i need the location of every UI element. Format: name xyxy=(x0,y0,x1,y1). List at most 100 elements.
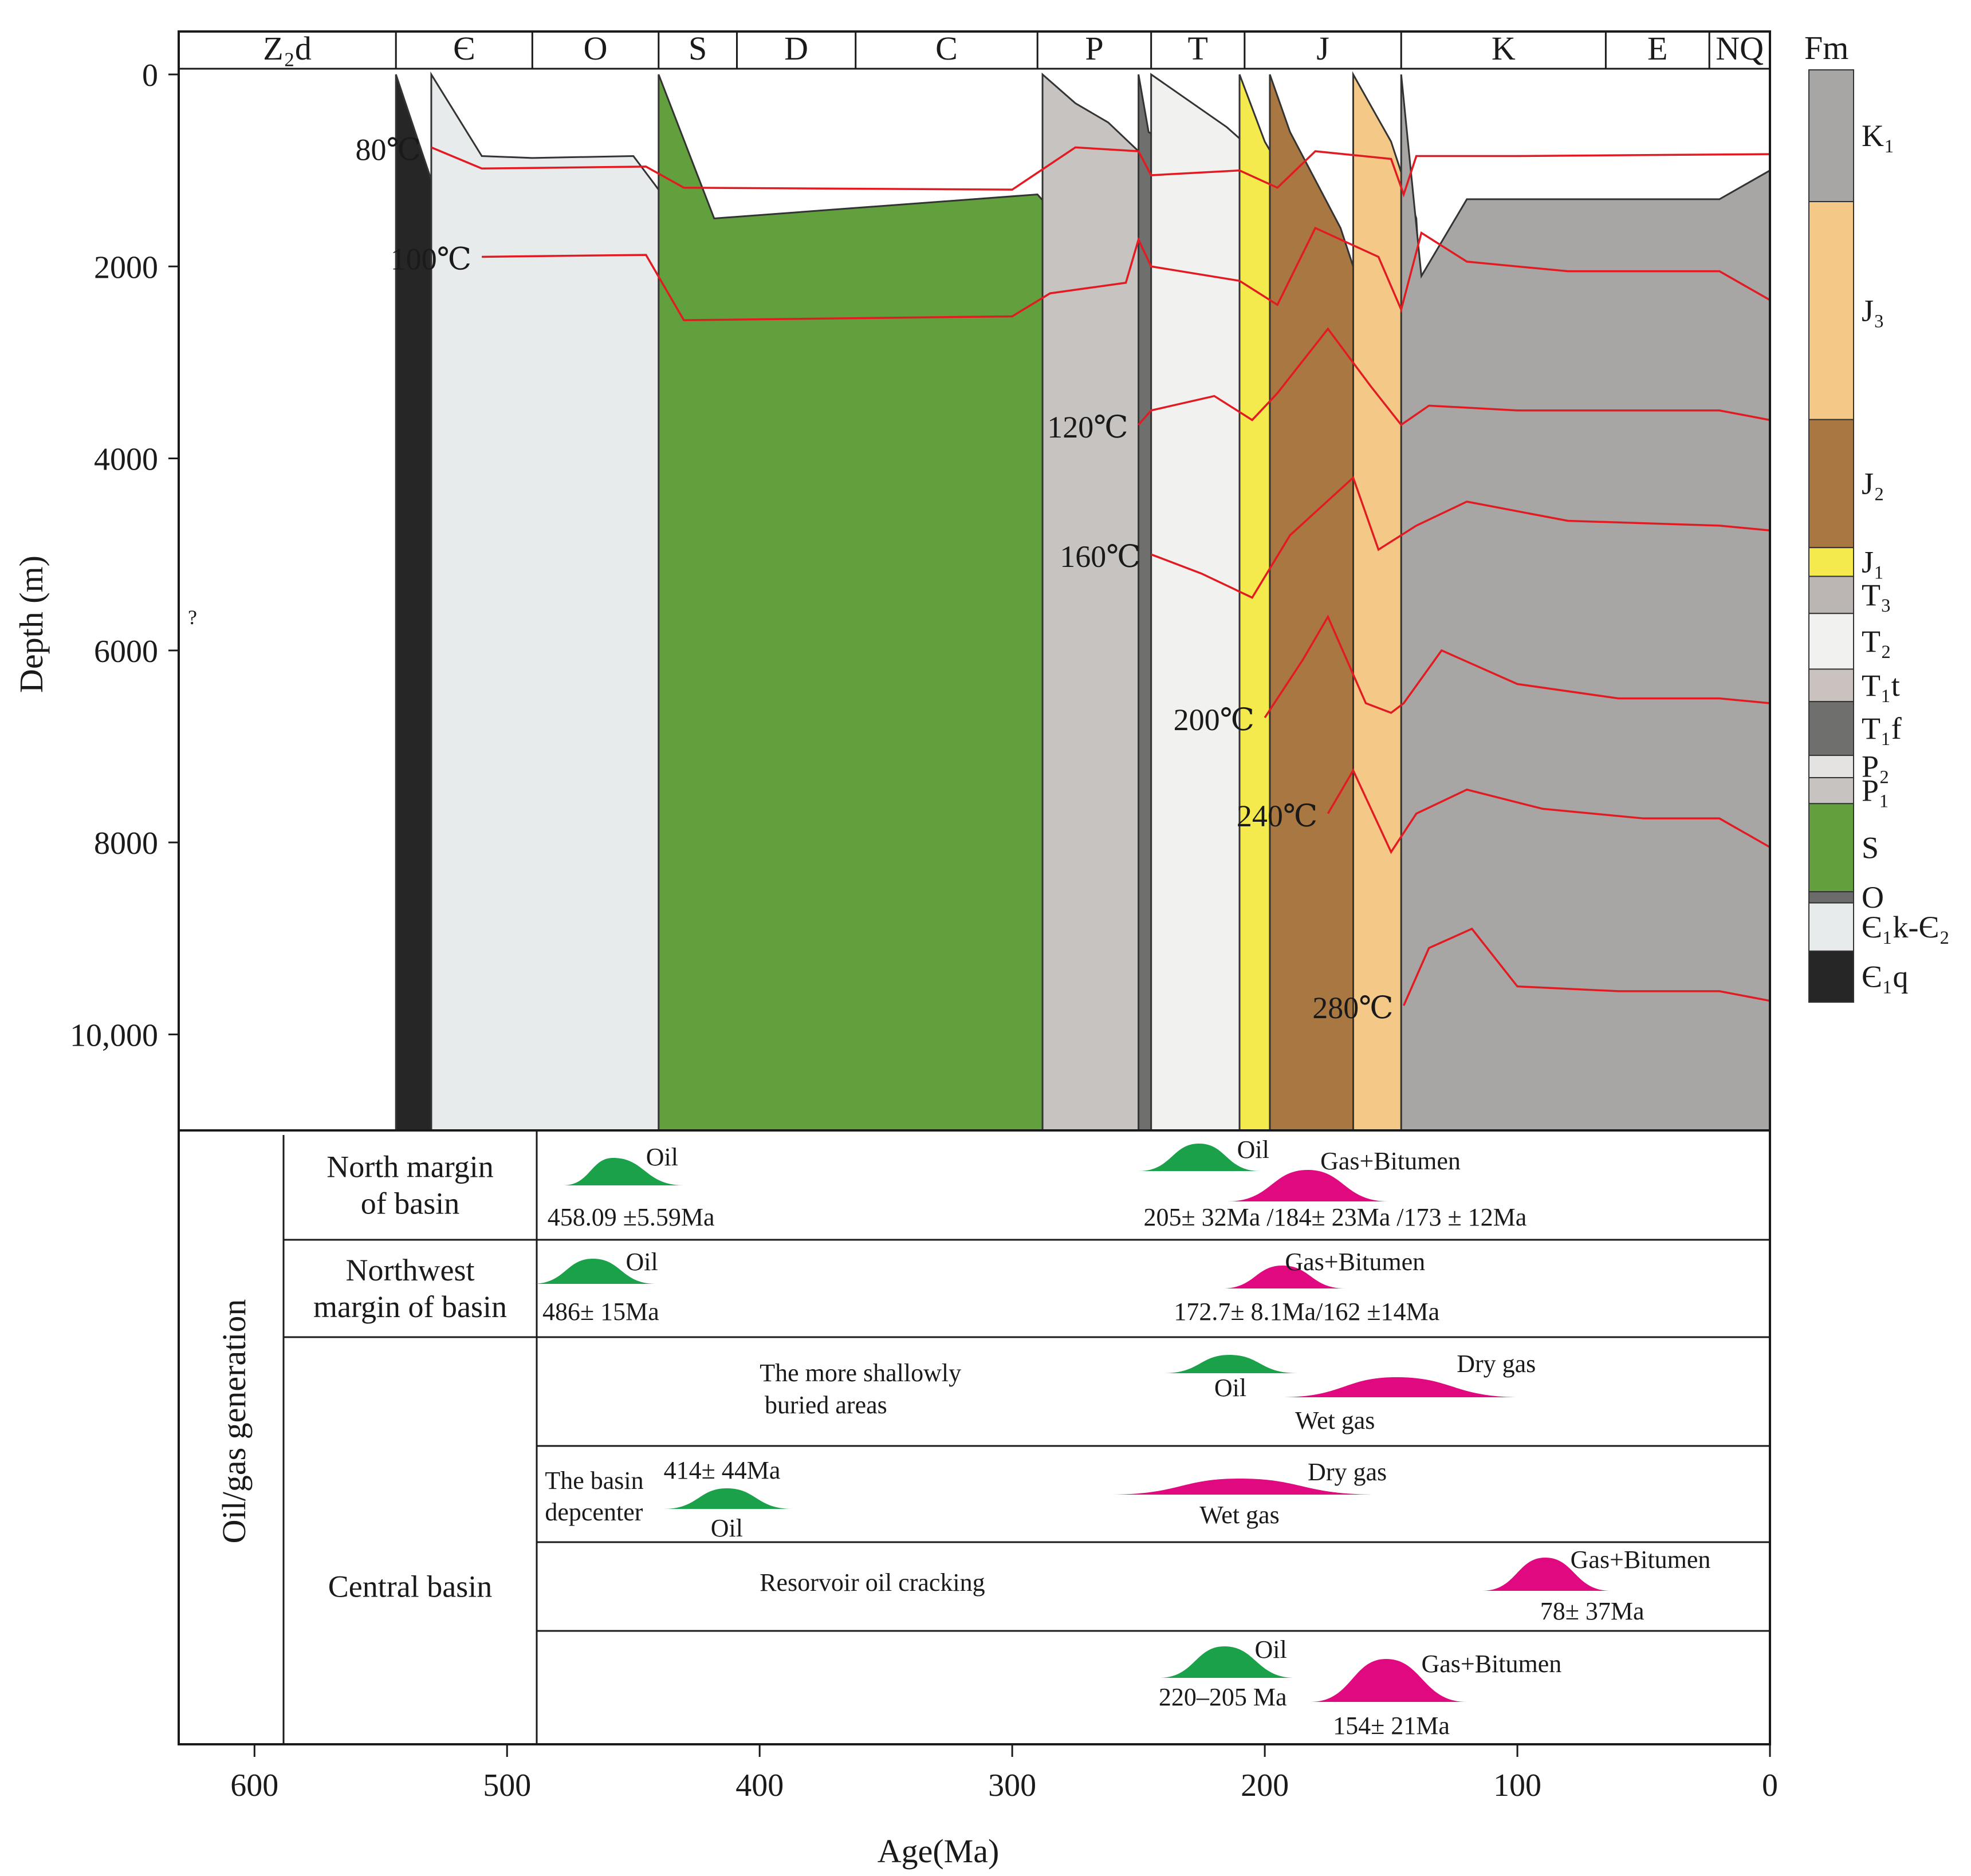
legend-swatch-j xyxy=(1808,419,1854,549)
legend-swatch-q xyxy=(1808,950,1854,1003)
y-axis-title: Depth (m) xyxy=(13,555,50,693)
region-note: Resorvoir oil cracking xyxy=(760,1568,985,1597)
age-label: 205± 32Ma /184± 23Ma /173 ± 12Ma xyxy=(1143,1203,1527,1231)
legend-swatch-j xyxy=(1808,201,1854,420)
isotherm-120 xyxy=(1138,327,1771,427)
fluid-label: Gas+Bitumen xyxy=(1421,1650,1561,1678)
oil-window xyxy=(663,1488,793,1509)
age-label: 220–205 Ma xyxy=(1159,1683,1287,1711)
legend-swatch-j xyxy=(1808,547,1854,577)
y-tick-label: 2000 xyxy=(94,250,158,285)
legend-label: S xyxy=(1862,830,1879,865)
gas-bitumen-window xyxy=(1482,1558,1611,1591)
legend-swatch-k xyxy=(1808,902,1854,952)
age-label: 154± 21Ma xyxy=(1333,1712,1450,1740)
oil-window xyxy=(1158,1646,1296,1678)
y-tick-label: 10,000 xyxy=(70,1018,158,1053)
gas-bitumen-window xyxy=(1310,1659,1467,1702)
region-note: buried areas xyxy=(765,1391,887,1419)
period-header: Z₂d Є O S D C P T J K E NQ xyxy=(263,30,1764,69)
period-label: S xyxy=(689,30,707,67)
x-tick-label: 100 xyxy=(1493,1768,1541,1803)
period-label: J xyxy=(1316,30,1329,67)
fluid-label: Oil xyxy=(1237,1136,1269,1164)
region-label: of basin xyxy=(361,1187,459,1221)
age-label: 172.7± 8.1Ma/162 ±14Ma xyxy=(1174,1298,1439,1326)
x-tick-label: 400 xyxy=(735,1768,784,1803)
isotherm-label: 80℃ xyxy=(356,132,421,167)
fluid-label: Gas+Bitumen xyxy=(1571,1546,1711,1574)
legend-title: Fm xyxy=(1804,29,1848,66)
legend-label: T₁t xyxy=(1862,668,1900,703)
legend-swatch-t xyxy=(1808,576,1854,614)
y-tick-label: 6000 xyxy=(94,634,158,669)
strata-layers xyxy=(395,71,1771,1132)
fluid-label: Oil xyxy=(711,1514,743,1542)
age-label: 458.09 ±5.59Ma xyxy=(548,1203,715,1231)
isotherm-240 xyxy=(1327,768,1771,854)
fluid-label: Oil xyxy=(1254,1635,1287,1664)
age-label: 78± 37Ma xyxy=(1540,1597,1645,1625)
legend-label: Є₁q xyxy=(1862,959,1908,994)
legend-label: T₂ xyxy=(1862,624,1891,659)
region-label: Northwest xyxy=(346,1253,475,1287)
isotherm-label: 160℃ xyxy=(1060,539,1140,574)
period-label: C xyxy=(935,30,958,67)
isotherm-280 xyxy=(1403,927,1771,1006)
x-tick-label: 300 xyxy=(988,1768,1036,1803)
age-label: 414± 44Ma xyxy=(664,1456,781,1484)
axes: Depth (m) Age(Ma) ? 0200040006000800010,… xyxy=(13,58,1778,1870)
period-label: O xyxy=(584,30,608,67)
oil-window xyxy=(532,1259,656,1284)
fluid-label: Dry gas xyxy=(1457,1350,1536,1378)
isotherm-80 xyxy=(431,146,1771,198)
legend-label: J₃ xyxy=(1862,293,1885,328)
legend-label: J₂ xyxy=(1862,466,1885,500)
isotherm-100 xyxy=(482,226,1771,321)
legend-swatch-p xyxy=(1808,755,1854,778)
legend-swatch-o xyxy=(1808,891,1854,904)
legend-label: O xyxy=(1862,880,1884,915)
x-axis-title: Age(Ma) xyxy=(878,1832,1000,1870)
legend-swatch-t-t xyxy=(1808,668,1854,703)
age-label: 486± 15Ma xyxy=(542,1298,659,1326)
period-label: P xyxy=(1085,30,1103,67)
plot-border xyxy=(178,30,1771,1745)
period-label: Є xyxy=(453,30,475,67)
period-label: NQ xyxy=(1716,30,1764,67)
fluid-label: Dry gas xyxy=(1308,1458,1387,1486)
legend-label: Є₁k-Є₂ xyxy=(1862,910,1950,944)
period-label: T xyxy=(1188,30,1208,67)
x-tick-label: 600 xyxy=(230,1768,278,1803)
fluid-label: Oil xyxy=(625,1248,658,1276)
legend-label: T₁f xyxy=(1862,711,1902,746)
isotherm-label: 200℃ xyxy=(1174,703,1254,737)
period-label: K xyxy=(1492,30,1516,67)
legend-swatch-t xyxy=(1808,613,1854,670)
legend-swatch-k xyxy=(1808,69,1854,203)
wet-gas-dry-gas-window xyxy=(1280,1377,1522,1397)
chart-frame xyxy=(178,30,1771,1745)
fluid-label: Oil xyxy=(1214,1374,1246,1402)
isotherm-160 xyxy=(1151,475,1771,599)
region-label: North margin xyxy=(326,1150,493,1184)
isotherm-label: 280℃ xyxy=(1312,991,1393,1025)
y-tick-label: 4000 xyxy=(94,442,158,478)
region-label: margin of basin xyxy=(313,1290,507,1324)
region-note: depcenter xyxy=(545,1498,643,1526)
legend-swatch-t-f xyxy=(1808,701,1854,756)
legend-label: J₁ xyxy=(1862,545,1885,579)
y-tick-label: 0 xyxy=(142,58,158,93)
period-label: D xyxy=(784,30,808,67)
gas-bitumen-window xyxy=(1226,1170,1389,1201)
isotherm-lines: 80℃ 100℃ 120℃ 160℃ 200℃ 240℃ 280℃ xyxy=(356,132,1771,1025)
unknown-marker: ? xyxy=(188,606,197,629)
isotherm-label: 120℃ xyxy=(1047,410,1128,444)
y-tick-label: 8000 xyxy=(94,826,158,861)
legend-label: P₂ xyxy=(1862,750,1890,784)
x-tick-label: 0 xyxy=(1762,1768,1778,1803)
oil-window xyxy=(1138,1144,1260,1171)
x-tick-label: 200 xyxy=(1241,1768,1289,1803)
